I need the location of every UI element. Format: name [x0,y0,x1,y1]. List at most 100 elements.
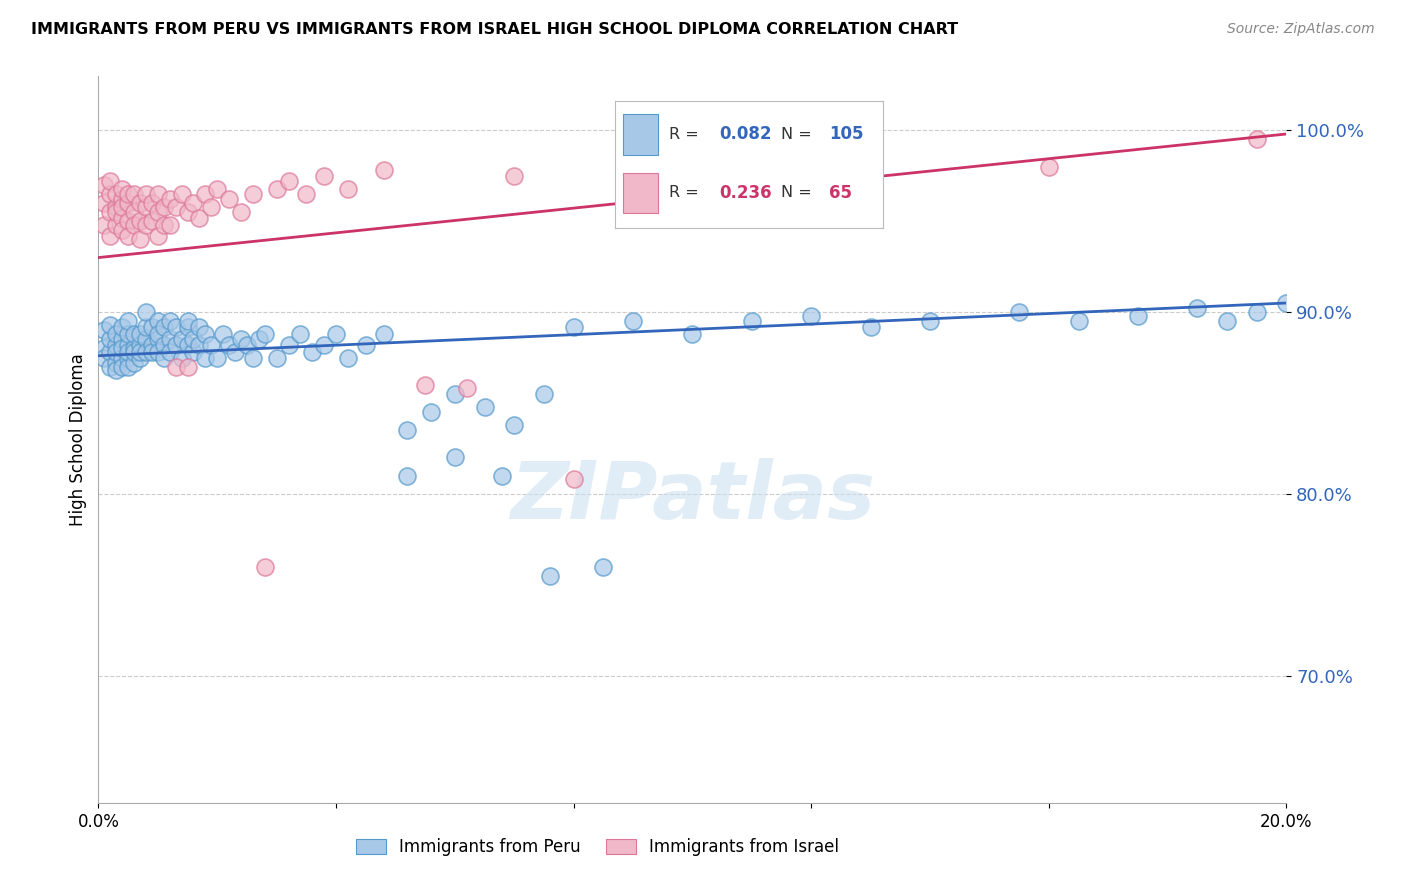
Point [117,196,139,211]
Point [183,196,205,211]
Point [129,351,152,365]
Point [105,218,128,232]
Point [1067,314,1090,328]
Point [503,169,526,183]
Point [111,332,134,346]
Point [98,174,121,188]
Point [218,193,240,207]
Text: ZIPatlas: ZIPatlas [510,458,875,536]
Point [152,218,174,232]
Point [98,186,121,201]
Point [681,326,703,341]
Point [111,200,134,214]
Point [314,338,336,352]
Point [1008,305,1031,319]
Point [98,205,121,219]
Point [122,342,145,356]
Point [396,468,419,483]
Point [135,332,157,346]
Point [176,314,198,328]
Point [93,196,115,211]
Point [474,400,496,414]
Point [117,186,139,201]
Point [1246,305,1268,319]
Point [218,338,240,352]
Point [200,338,222,352]
Point [159,332,181,346]
Text: IMMIGRANTS FROM PERU VS IMMIGRANTS FROM ISRAEL HIGH SCHOOL DIPLOMA CORRELATION C: IMMIGRANTS FROM PERU VS IMMIGRANTS FROM … [31,22,957,37]
Point [165,338,187,352]
Point [135,319,157,334]
Point [373,163,395,178]
Point [165,359,187,374]
Point [159,314,181,328]
Point [229,332,252,346]
Point [117,359,139,374]
Point [129,196,152,211]
Point [135,200,157,214]
Point [420,405,443,419]
Point [105,326,128,341]
Y-axis label: High School Diploma: High School Diploma [69,353,87,525]
Point [188,211,211,225]
Point [105,338,128,352]
Point [146,205,169,219]
Point [93,342,115,356]
Point [122,356,145,370]
Point [562,472,585,486]
Point [533,387,555,401]
Point [122,186,145,201]
Point [122,218,145,232]
Point [105,356,128,370]
Point [859,319,882,334]
Point [141,196,163,211]
Point [111,211,134,225]
Point [135,218,157,232]
Point [229,205,252,219]
Point [135,305,157,319]
Point [105,205,128,219]
Point [562,319,585,334]
Point [188,338,211,352]
Point [1216,314,1239,328]
Point [117,345,139,359]
Point [98,359,121,374]
Point [129,338,152,352]
Point [98,332,121,346]
Point [146,345,169,359]
Point [129,232,152,246]
Point [176,359,198,374]
Point [194,186,217,201]
Point [920,314,942,328]
Point [129,345,152,359]
Point [111,351,134,365]
Point [93,218,115,232]
Point [105,345,128,359]
Point [621,314,644,328]
Point [111,359,134,374]
Point [277,338,299,352]
Point [205,351,228,365]
Point [266,351,288,365]
Point [176,319,198,334]
Point [111,181,134,195]
Point [111,193,134,207]
Point [290,326,312,341]
Point [98,318,121,332]
Point [165,319,187,334]
Point [205,181,228,195]
Point [122,345,145,359]
Point [741,314,763,328]
Point [176,338,198,352]
Point [152,338,174,352]
Point [98,228,121,243]
Point [141,319,163,334]
Point [194,326,217,341]
Point [503,417,526,432]
Point [129,214,152,228]
Point [159,193,181,207]
Point [111,319,134,334]
Point [200,200,222,214]
Point [141,345,163,359]
Point [236,338,259,352]
